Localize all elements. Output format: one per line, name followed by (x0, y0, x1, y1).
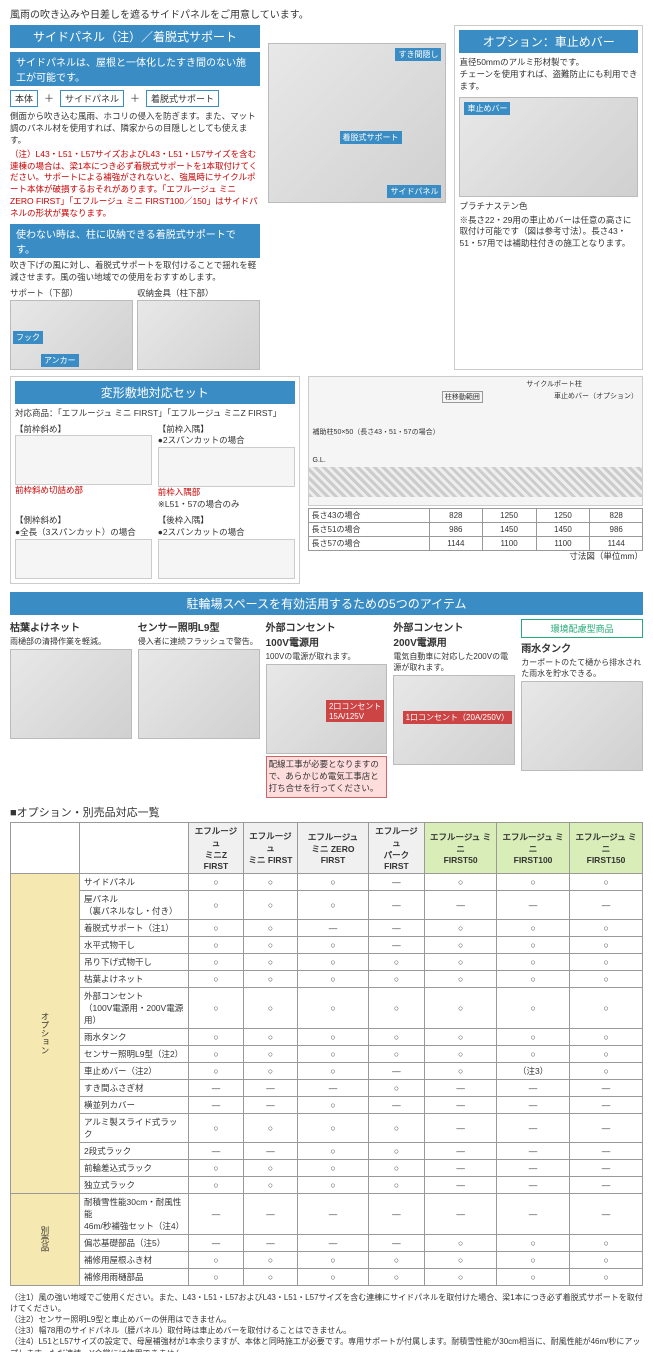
dim-unit: 寸法図（単位mm） (308, 551, 643, 563)
optbar-color: プラチナステン色 (459, 201, 638, 213)
gl-label: G.L. (313, 457, 326, 464)
panel-body1: 側面から吹き込む風雨、ホコリの侵入を防ぎます。また、マット調のパネル材を使用すれ… (10, 111, 260, 147)
g2-note: ※L51・57の場合のみ (158, 499, 295, 511)
g2-label: 前枠入隅部 (158, 487, 295, 499)
g4-title: 【後枠入隅】 (158, 515, 295, 527)
hook-label: フック (13, 331, 43, 344)
detach-label: 着脱式サポート (340, 131, 402, 144)
support-label: サポート（下部） (10, 288, 133, 300)
optbar-body: 直径50mmのアルミ形材製です。 チェーンを使用すれば、盗難防止にも利用できます… (459, 57, 638, 93)
g3-title: 【側枠斜め】 (15, 515, 152, 527)
opt-title: ■オプション・別売品対応一覧 (0, 798, 653, 822)
panel-sub1: サイドパネルは、屋根と一体化したすき間のない施工が可能です。 (10, 52, 260, 86)
box-body: 本体 (10, 90, 38, 107)
g2-sub: ●2スパンカットの場合 (158, 435, 295, 447)
gap-label: すき間隠し (395, 48, 441, 61)
support-img: フック アンカー (10, 300, 133, 370)
cycleport-label: サイクルポート柱 (526, 379, 582, 389)
storage-label: 収納金具（柱下部） (137, 288, 260, 300)
g2-diag (158, 447, 295, 487)
box-support: 着脱式サポート (146, 90, 219, 107)
deform-header: 変形敷地対応セット (15, 381, 295, 404)
intro-text: 風雨の吹き込みや日差しを遮るサイドパネルをご用意しています。 (0, 0, 653, 25)
items-header: 駐輪場スペースを有効活用するための5つのアイテム (10, 592, 643, 615)
g2-title: 【前枠入隅】 (158, 424, 295, 436)
panel-sub2: 使わない時は、柱に収納できる着脱式サポートです。 (10, 224, 260, 258)
carport-img: すき間隠し 着脱式サポート サイドパネル (268, 43, 447, 203)
box-labels: 本体＋ サイドパネル＋ 着脱式サポート (10, 90, 260, 107)
panel-header: サイドパネル（注）／着脱式サポート (10, 25, 260, 48)
g4-sub: ●2スパンカットの場合 (158, 527, 295, 539)
storage-img (137, 300, 260, 370)
side-label: サイドパネル (387, 185, 441, 198)
panel-body2: 吹き下げの風に対し、着脱式サポートを取付けることで揺れを軽減させます。風の強い地… (10, 260, 260, 284)
g3-diag (15, 539, 152, 579)
g4-diag (158, 539, 295, 579)
g1-title: 【前枠斜め】 (15, 424, 152, 436)
moverange-label: 柱移動範囲 (442, 391, 483, 403)
g3-sub: ●全長（3スパンカット）の場合 (15, 527, 152, 539)
dim-table: 長さ43の場合82812501250828長さ51の場合986145014509… (308, 508, 643, 551)
box-side: サイドパネル (60, 90, 124, 107)
stopbar-callout: 車止めバー (464, 102, 510, 115)
items-row: 枯葉よけネット雨樋部の清掃作業を軽減。センサー照明L9型侵入者に連続フラッシュで… (0, 619, 653, 798)
dim-diagram: サイクルポート柱 柱移動範囲 車止めバー（オプション） 補助柱50×50（長さ4… (308, 376, 643, 506)
panel-red-note: （注）L43・L51・L57サイズおよびL43・L51・L57サイズを含む連棟の… (10, 149, 260, 220)
g1-diag (15, 435, 152, 485)
optbar-img: 車止めバー (459, 97, 638, 197)
footnotes: （注1）風の強い地域でご使用ください。また、L43・L51・L57およびL43・… (0, 1286, 653, 1352)
aux-label: 補助柱50×50（長さ43・51・57の場合） (313, 427, 440, 437)
optbar-note: ※長さ22・29用の車止めバーは任意の高さに取付け可能です（図は参考寸法）。長さ… (459, 215, 638, 251)
g1-label: 前枠斜め切詰め部 (15, 485, 152, 497)
opt-table: エフルージュ ミニZ FIRSTエフルージュ ミニ FIRSTエフルージュ ミニ… (10, 822, 643, 1286)
anchor-label: アンカー (41, 354, 79, 367)
optbar-header: オプション：車止めバー (459, 30, 638, 53)
stopbar-label: 車止めバー（オプション） (554, 391, 638, 401)
deform-target: 対応商品：「エフルージュ ミニ FIRST」「エフルージュ ミニZ FIRST」 (15, 408, 295, 420)
